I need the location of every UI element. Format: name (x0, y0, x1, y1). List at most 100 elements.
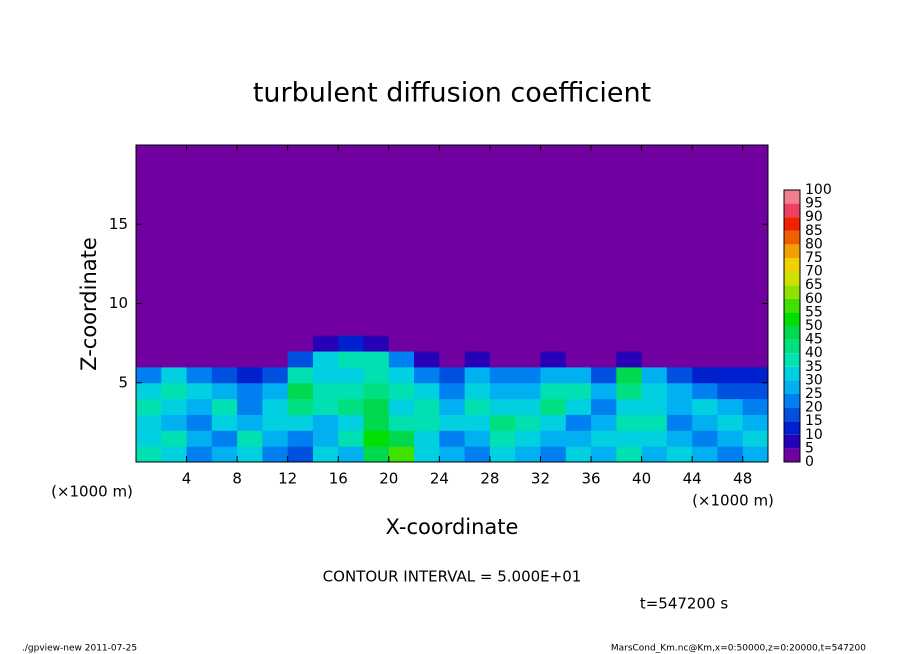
x-axis-label: X-coordinate (386, 515, 519, 539)
x-tick-label: 32 (531, 470, 550, 488)
heat-cell (312, 430, 339, 447)
heat-cell (211, 414, 238, 431)
x-tick-label: 40 (632, 470, 651, 488)
heat-cell (136, 446, 162, 463)
heat-cell (161, 335, 188, 352)
heat-cell (641, 351, 668, 368)
heat-cell (742, 430, 769, 447)
heat-cell (489, 446, 516, 463)
x-tick-label: 24 (430, 470, 449, 488)
heat-cell (591, 430, 617, 447)
colorbar-swatch (784, 326, 800, 340)
y-tick-label: 15 (109, 215, 128, 233)
heat-cell (363, 351, 390, 368)
heat-cell (591, 414, 617, 431)
heat-cell (439, 398, 466, 415)
heat-cell (312, 145, 339, 336)
heat-cell (414, 430, 440, 447)
heat-cell (464, 414, 491, 431)
contour-interval: CONTOUR INTERVAL = 5.000E+01 (323, 568, 582, 586)
heat-cell (186, 382, 213, 400)
heat-cell (616, 446, 643, 463)
heat-cell (262, 145, 289, 336)
colorbar-label: 80 (805, 236, 823, 252)
heat-cell (287, 446, 314, 463)
colorbar-swatch (784, 312, 800, 326)
heat-cell (540, 335, 567, 352)
heat-cell (439, 366, 466, 384)
heat-cell (312, 351, 339, 368)
heat-cell (312, 366, 339, 384)
heat-cell (414, 398, 440, 415)
y-tick-label: 10 (109, 294, 128, 312)
heat-cell (540, 446, 567, 463)
footer-left: ./gpview-new 2011-07-25 (22, 644, 137, 654)
heat-cell (692, 145, 718, 336)
heat-cell (464, 145, 491, 336)
heat-cell (439, 145, 466, 336)
heat-cell (616, 145, 643, 336)
heat-cell (161, 145, 188, 336)
heat-cell (388, 430, 415, 447)
colorbar-swatch (784, 394, 800, 408)
heat-cell (515, 414, 541, 431)
x-tick-label: 16 (329, 470, 348, 488)
colorbar-label: 60 (805, 291, 823, 307)
colorbar-label: 90 (805, 209, 823, 225)
heat-cell (692, 351, 718, 368)
heat-cell (161, 446, 188, 463)
heat-cell (312, 398, 339, 415)
heat-cell (388, 414, 415, 431)
heat-cell (439, 382, 466, 400)
colorbar-swatch (784, 230, 800, 245)
x-tick-label: 12 (278, 470, 297, 488)
heat-cell (717, 335, 744, 352)
heat-cell (312, 446, 339, 463)
heat-cell (262, 430, 289, 447)
colorbar-swatch (784, 271, 800, 286)
heat-cell (692, 446, 718, 463)
heat-cell (742, 335, 769, 352)
heat-cell (237, 398, 263, 415)
heat-cell (692, 366, 718, 384)
heat-cell (136, 382, 162, 400)
heat-cell (742, 351, 769, 368)
colorbar-swatch (784, 448, 800, 462)
y-axis-label: Z-coordinate (77, 237, 101, 371)
heat-cell (742, 398, 769, 415)
x-tick-label: 48 (733, 470, 752, 488)
x-tick-label: 4 (182, 470, 192, 488)
heat-cell (211, 145, 238, 336)
heat-cell (717, 446, 744, 463)
heat-cell (287, 382, 314, 400)
heat-cell (414, 351, 440, 368)
colorbar-label: 85 (805, 223, 823, 239)
heat-cell (287, 414, 314, 431)
heat-cell (464, 382, 491, 400)
heat-cell (363, 398, 390, 415)
colorbar-label: 100 (805, 182, 832, 198)
heat-cell (540, 398, 567, 415)
heat-cell (237, 351, 263, 368)
colorbar-swatch (784, 421, 800, 435)
heat-cell (591, 366, 617, 384)
colorbar-swatch (784, 190, 800, 204)
heat-cell (540, 366, 567, 384)
colorbar-swatch (784, 339, 800, 354)
heat-cell (211, 398, 238, 415)
heat-cell (363, 335, 390, 352)
heat-cell (515, 398, 541, 415)
heat-cell (161, 398, 188, 415)
heat-cell (641, 414, 668, 431)
heat-cell (414, 335, 440, 352)
heat-cell (641, 366, 668, 384)
heat-cell (540, 430, 567, 447)
colorbar-swatch (784, 380, 800, 394)
heat-cell (464, 366, 491, 384)
heat-cell (641, 430, 668, 447)
heat-cell (388, 446, 415, 463)
time-label: t=547200 s (640, 595, 728, 613)
heat-cell (161, 366, 188, 384)
colorbar-label: 30 (805, 372, 823, 388)
heat-cell (742, 366, 769, 384)
